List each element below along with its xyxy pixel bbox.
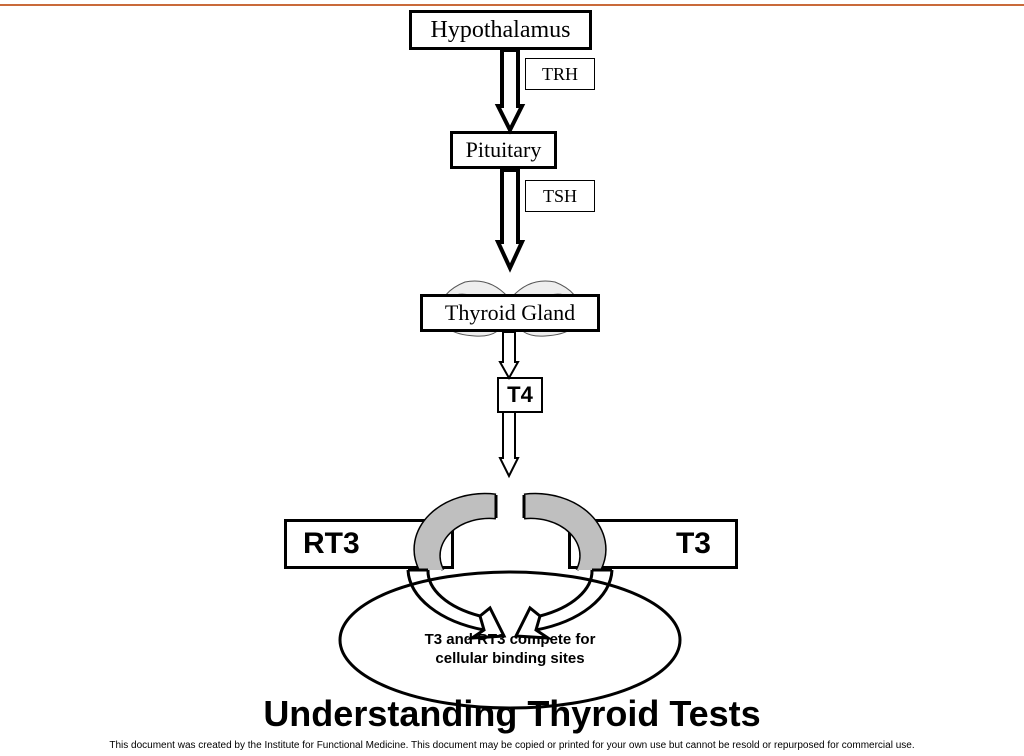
node-pituitary: Pituitary: [450, 131, 557, 169]
node-label: Pituitary: [466, 139, 542, 161]
label-text: T4: [507, 382, 533, 408]
label-text: TSH: [543, 186, 577, 207]
arrow-hypo-to-pituitary: [498, 50, 522, 130]
label-text: TRH: [542, 64, 578, 85]
footer-disclaimer: This document was created by the Institu…: [0, 740, 1024, 751]
cell-binding-text: T3 and RT3 compete for cellular binding …: [400, 631, 620, 669]
arrow-pituitary-to-thyroid: [498, 170, 522, 268]
node-label: Hypothalamus: [431, 18, 571, 42]
arrow-t4-down: [500, 412, 518, 476]
top-rule: [0, 4, 1024, 6]
cell-text-line1: T3 and RT3 compete for: [400, 631, 620, 650]
node-thyroid-gland: Thyroid Gland: [420, 294, 600, 332]
node-label: Thyroid Gland: [445, 302, 575, 324]
cycle-arrows: [300, 470, 720, 710]
label-tsh: TSH: [525, 180, 595, 212]
label-t4: T4: [497, 377, 543, 413]
page-title: Understanding Thyroid Tests: [0, 693, 1024, 735]
cell-text-line2: cellular binding sites: [400, 650, 620, 669]
arrow-thyroid-to-t4: [500, 332, 518, 378]
label-trh: TRH: [525, 58, 595, 90]
node-hypothalamus: Hypothalamus: [409, 10, 592, 50]
